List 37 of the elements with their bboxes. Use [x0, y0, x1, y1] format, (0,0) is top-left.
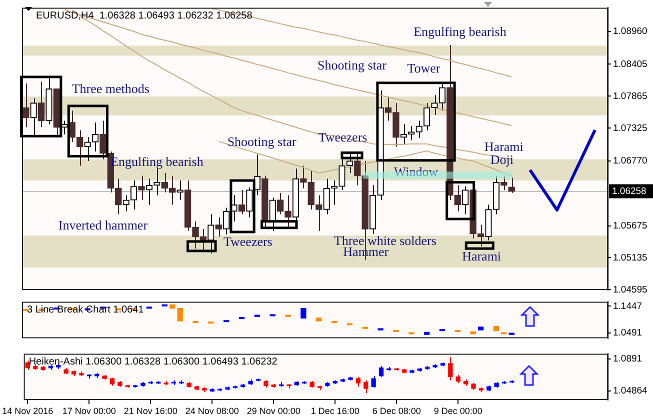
x-tick-label: 17 Nov 00:00: [62, 406, 116, 416]
y-tick-label: 1.1447: [613, 300, 642, 312]
annotation: Shooting star: [227, 134, 297, 150]
annotation: Tweezers: [318, 129, 368, 144]
y-tick-label: 1.07325: [613, 122, 648, 134]
annotation: Window: [394, 164, 439, 180]
y-tick-label: 1.0891: [613, 354, 642, 365]
chart-title: 3 Line Break Chart 1.0641: [27, 304, 144, 316]
x-tick-label: 21 Nov 16:00: [124, 406, 178, 416]
y-tick-label: 1.08405: [613, 58, 648, 70]
annotation: Three white solders: [334, 232, 436, 248]
x-tick-label: 6 Dec 08:00: [372, 406, 421, 416]
x-tick-label: 1 Dec 16:00: [310, 406, 360, 416]
annotation: Harami: [462, 248, 502, 264]
annotation: Three methods: [72, 80, 150, 96]
chart-title: EURUSD,H4 1.06328 1.06493 1.06232 1.06258: [36, 10, 253, 22]
annotation: Engulfing bearish: [414, 24, 507, 39]
y-tick-label: 1.08960: [613, 26, 648, 37]
x-tick-label: 14 Nov 2016: [2, 406, 54, 416]
annotation: Tower: [407, 60, 441, 76]
ref-line-label: 1.06258: [612, 186, 646, 197]
x-tick-label: 24 Nov 08:00: [185, 406, 239, 416]
annotation: Shooting star: [318, 58, 388, 73]
y-tick-label: 1.05675: [613, 220, 648, 232]
y-tick-label: 1.07865: [613, 90, 648, 102]
y-tick-label: 1.05135: [613, 252, 648, 264]
x-tick-label: 29 Nov 00:00: [246, 406, 300, 416]
y-tick-label: 1.04864: [613, 386, 648, 397]
y-tick-label: 1.06770: [613, 156, 648, 167]
annotation: Harami: [484, 138, 524, 154]
x-tick-label: 9 Dec 00:00: [434, 406, 482, 416]
annotation: Doji: [490, 152, 514, 167]
chart-title: Heiken-Ashi 1.06300 1.06328 1.06300 1.06493 1.06232: [28, 356, 278, 368]
y-tick-label: 1.0491: [613, 328, 642, 339]
annotation: Inverted hammer: [58, 218, 148, 233]
y-tick-label: 1.04595: [613, 284, 648, 296]
annotation: Tweezers: [223, 234, 272, 250]
